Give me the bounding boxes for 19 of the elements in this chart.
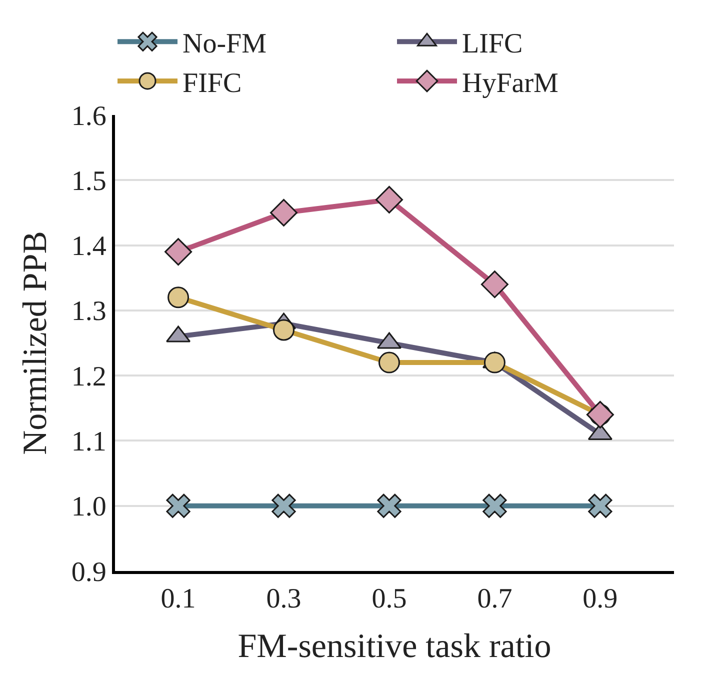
y-tick-label: 1.1 (71, 426, 106, 458)
y-tick-label: 1.0 (71, 492, 106, 523)
legend-label: LIFC (462, 28, 523, 60)
y-tick-label: 1.6 (71, 100, 106, 132)
x-tick-label: 0.3 (266, 584, 302, 615)
x-tick-label: 0.9 (582, 584, 618, 615)
legend-label: FIFC (182, 68, 242, 99)
legend-label: HyFarM (462, 68, 559, 99)
x-tick-label: 0.5 (372, 584, 407, 615)
x-tick-label: 0.7 (477, 584, 512, 615)
y-tick-label: 1.4 (71, 231, 106, 262)
y-tick-label: 1.5 (71, 166, 106, 197)
x-axis-title: FM-sensitive task ratio (238, 628, 552, 665)
y-tick-label: 0.9 (71, 556, 106, 588)
y-tick-label: 1.2 (71, 361, 106, 392)
legend-label: No-FM (182, 28, 267, 60)
y-tick-label: 1.3 (71, 296, 106, 328)
y-axis-title: Normilized PPB (17, 231, 54, 455)
x-tick-label: 0.1 (160, 584, 196, 615)
